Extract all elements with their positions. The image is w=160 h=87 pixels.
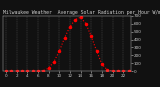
Text: Milwaukee Weather  Average Solar Radiation per Hour W/m² (Last 24 Hours): Milwaukee Weather Average Solar Radiatio… (3, 10, 160, 15)
